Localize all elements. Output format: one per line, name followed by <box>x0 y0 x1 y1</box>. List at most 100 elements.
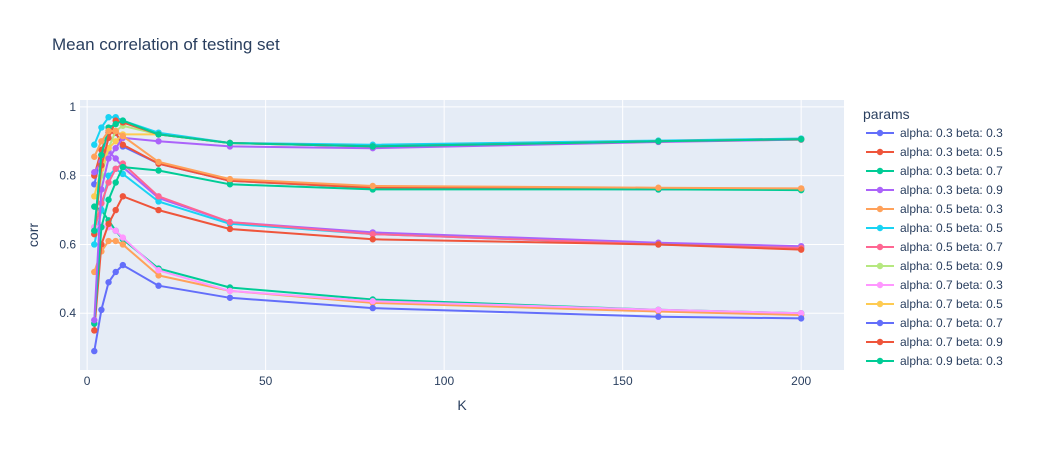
legend-item[interactable]: alpha: 0.3 beta: 0.3 <box>866 126 1003 140</box>
data-point <box>369 230 376 238</box>
legend-swatch-marker <box>876 338 884 346</box>
data-point <box>91 327 98 334</box>
y-axis-label: corr <box>25 223 41 247</box>
legend-item[interactable]: alpha: 0.5 beta: 0.9 <box>866 259 1003 273</box>
legend-items: alpha: 0.3 beta: 0.3 alpha: 0.3 beta: 0.5… <box>866 126 1003 368</box>
legend-swatch-marker <box>876 167 884 175</box>
data-point <box>119 141 127 148</box>
legend-swatch-marker <box>876 281 884 289</box>
legend-item[interactable]: alpha: 0.9 beta: 0.3 <box>866 354 1003 368</box>
data-point <box>797 185 805 192</box>
data-point <box>155 267 162 274</box>
data-point <box>91 193 98 200</box>
data-point <box>226 181 234 188</box>
series-17 <box>91 127 805 192</box>
series-10 <box>91 261 805 355</box>
legend-swatch-marker <box>876 186 884 194</box>
chart-title: Mean correlation of testing set <box>52 35 280 54</box>
data-point <box>112 127 119 135</box>
legend-swatch-marker <box>876 224 884 232</box>
y-tick-label: 0.6 <box>59 237 76 251</box>
data-point <box>226 287 234 295</box>
data-point <box>155 282 162 289</box>
data-point <box>226 294 234 301</box>
y-tick-label: 0.4 <box>59 306 76 320</box>
x-axis-ticks: 0 50 100 150 200 <box>84 374 812 388</box>
legend-label: alpha: 0.5 beta: 0.7 <box>900 240 1003 254</box>
series-line <box>93 166 802 324</box>
legend-label: alpha: 0.7 beta: 0.5 <box>900 297 1003 311</box>
series-layer <box>91 113 805 355</box>
data-point <box>91 347 98 355</box>
legend-swatch-marker <box>876 205 884 213</box>
legend-item[interactable]: alpha: 0.7 beta: 0.7 <box>866 316 1003 330</box>
data-point <box>369 298 376 305</box>
data-point <box>369 143 376 150</box>
legend-item[interactable]: alpha: 0.7 beta: 0.3 <box>866 278 1003 292</box>
legend-item[interactable]: alpha: 0.5 beta: 0.7 <box>866 240 1003 254</box>
data-point <box>119 234 127 241</box>
data-point <box>155 206 162 214</box>
legend-swatch-marker <box>876 243 884 251</box>
data-point <box>655 306 662 314</box>
data-point <box>119 163 127 171</box>
legend-label: alpha: 0.5 beta: 0.5 <box>900 221 1003 235</box>
x-tick-label: 0 <box>84 374 91 388</box>
data-point <box>105 237 112 245</box>
data-point <box>226 175 234 183</box>
series-line <box>93 264 802 352</box>
legend-title: params <box>863 106 910 122</box>
legend-swatch-marker <box>876 262 884 270</box>
data-point <box>112 138 119 145</box>
legend-swatch-marker <box>876 129 884 137</box>
legend-item[interactable]: alpha: 0.3 beta: 0.5 <box>866 145 1003 159</box>
series-line <box>93 136 802 321</box>
series-line <box>93 240 802 316</box>
legend-label: alpha: 0.5 beta: 0.3 <box>900 202 1003 216</box>
data-point <box>105 179 112 186</box>
data-point <box>105 155 112 162</box>
data-point <box>797 246 805 253</box>
data-point <box>112 120 119 128</box>
legend-item[interactable]: alpha: 0.7 beta: 0.5 <box>866 297 1003 311</box>
series-line <box>93 119 802 231</box>
data-point <box>112 237 119 245</box>
legend-item[interactable]: alpha: 0.3 beta: 0.9 <box>866 183 1003 197</box>
data-point <box>91 316 98 324</box>
legend-item[interactable]: alpha: 0.7 beta: 0.9 <box>866 335 1003 349</box>
data-point <box>119 117 127 124</box>
legend-label: alpha: 0.3 beta: 0.9 <box>900 183 1003 197</box>
data-point <box>105 113 112 121</box>
data-point <box>655 313 662 320</box>
data-point <box>91 241 98 248</box>
series-line <box>94 224 802 315</box>
legend-label: alpha: 0.3 beta: 0.7 <box>900 164 1003 178</box>
x-axis-label: K <box>457 397 467 413</box>
data-point <box>226 225 234 233</box>
data-point <box>155 131 162 138</box>
legend-swatch-marker <box>876 357 884 365</box>
y-axis-ticks: 0.4 0.6 0.8 1 <box>59 100 76 320</box>
data-point <box>112 155 119 162</box>
data-point <box>369 182 376 190</box>
series-line <box>93 195 802 331</box>
data-point <box>119 241 127 248</box>
x-tick-label: 200 <box>791 374 811 388</box>
data-point <box>369 236 376 243</box>
data-point <box>226 218 234 226</box>
y-tick-label: 1 <box>69 100 76 114</box>
legend-label: alpha: 0.5 beta: 0.9 <box>900 259 1003 273</box>
legend-label: alpha: 0.7 beta: 0.3 <box>900 278 1003 292</box>
legend-item[interactable]: alpha: 0.5 beta: 0.3 <box>866 202 1003 216</box>
data-point <box>655 184 662 191</box>
data-point <box>91 153 98 160</box>
data-point <box>655 241 662 248</box>
data-point <box>91 141 98 148</box>
legend-item[interactable]: alpha: 0.5 beta: 0.5 <box>866 221 1003 235</box>
x-tick-label: 50 <box>259 374 273 388</box>
legend-item[interactable]: alpha: 0.3 beta: 0.7 <box>866 164 1003 178</box>
data-point <box>112 144 119 152</box>
data-point <box>98 138 105 145</box>
series-16 <box>91 117 805 234</box>
legend-label: alpha: 0.7 beta: 0.7 <box>900 316 1003 330</box>
